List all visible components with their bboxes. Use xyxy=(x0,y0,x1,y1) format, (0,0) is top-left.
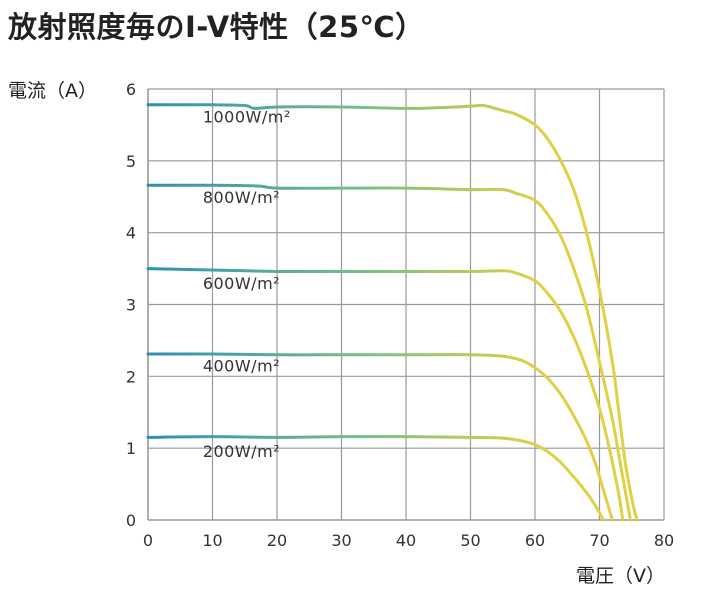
x-tick-label: 80 xyxy=(654,531,674,550)
y-tick-label: 1 xyxy=(126,439,136,458)
series-line xyxy=(146,435,605,522)
x-tick-label: 40 xyxy=(396,531,416,550)
x-tick-label: 20 xyxy=(267,531,287,550)
x-axis-label: 電圧（V） xyxy=(576,565,665,587)
series-lines xyxy=(146,103,639,522)
series-label: 1000W/m² xyxy=(203,107,291,126)
y-tick-label: 4 xyxy=(126,224,136,243)
x-tick-label: 50 xyxy=(460,531,480,550)
grid xyxy=(147,88,665,521)
y-axis-label: 電流（A） xyxy=(8,80,97,102)
y-tick-label: 2 xyxy=(126,367,136,386)
y-tick-label: 5 xyxy=(126,152,136,171)
series-line xyxy=(146,352,614,522)
y-tick-label: 3 xyxy=(126,296,136,315)
x-tick-label: 30 xyxy=(331,531,351,550)
tick-labels: 0 10 20 30 40 50 60 70 80 0 1 2 3 4 5 6 xyxy=(126,80,674,550)
series-label: 400W/m² xyxy=(203,357,280,376)
series-line xyxy=(146,103,639,522)
series-line xyxy=(146,183,632,522)
series-labels: 1000W/m² 800W/m² 600W/m² 400W/m² 200W/m² xyxy=(203,107,291,461)
x-tick-label: 60 xyxy=(525,531,545,550)
x-tick-label: 70 xyxy=(589,531,609,550)
series-label: 600W/m² xyxy=(203,274,280,293)
series-label: 800W/m² xyxy=(203,188,280,207)
series-line xyxy=(146,267,625,522)
y-tick-label: 0 xyxy=(126,511,136,530)
x-tick-label: 10 xyxy=(202,531,222,550)
series-label: 200W/m² xyxy=(203,442,280,461)
x-tick-label: 0 xyxy=(143,531,153,550)
y-tick-label: 6 xyxy=(126,80,136,99)
chart-title: 放射照度毎のI-V特性（25℃） xyxy=(8,10,425,44)
